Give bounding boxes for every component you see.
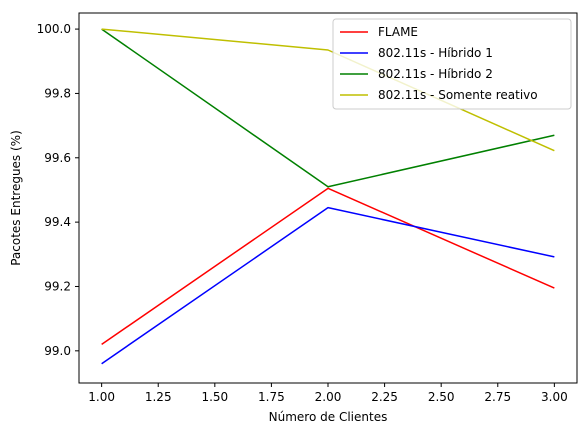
x-tick-label: 1.75 xyxy=(258,390,285,404)
x-axis-label: Número de Clientes xyxy=(269,410,388,424)
x-tick-label: 2.75 xyxy=(484,390,511,404)
legend-label: FLAME xyxy=(378,25,418,39)
y-tick-label: 99.6 xyxy=(44,151,71,165)
y-tick-label: 100.0 xyxy=(37,22,71,36)
x-tick-label: 2.00 xyxy=(315,390,342,404)
legend-label: 802.11s - Somente reativo xyxy=(378,88,538,102)
series-line-1 xyxy=(101,187,555,346)
x-tick-label: 1.50 xyxy=(201,390,228,404)
series-line-4 xyxy=(101,28,555,152)
series-line-3 xyxy=(101,28,555,188)
y-tick-label: 99.2 xyxy=(44,279,71,293)
y-axis-ticks: 99.0 99.2 99.4 99.6 99.8 100.0 xyxy=(37,22,79,358)
y-tick-label: 99.4 xyxy=(44,215,71,229)
series-layer xyxy=(101,28,555,365)
series-line-2 xyxy=(101,206,555,365)
y-tick-label: 99.0 xyxy=(44,344,71,358)
legend-label: 802.11s - Híbrido 2 xyxy=(378,67,493,81)
y-tick-label: 99.8 xyxy=(44,86,71,100)
x-tick-label: 3.00 xyxy=(541,390,568,404)
x-axis-ticks: 1.00 1.25 1.50 1.75 2.00 2.25 2.50 2.75 3.00 xyxy=(88,383,568,404)
x-tick-label: 2.50 xyxy=(428,390,455,404)
legend: FLAME 802.11s - Híbrido 1 802.11s - Híbrid… xyxy=(332,18,572,110)
legend-box xyxy=(332,18,572,110)
legend-label: 802.11s - Híbrido 1 xyxy=(378,46,493,60)
x-tick-label: 1.25 xyxy=(145,390,172,404)
x-tick-label: 2.25 xyxy=(371,390,398,404)
x-tick-label: 1.00 xyxy=(88,390,115,404)
y-axis-label: Pacotes Entregues (%) xyxy=(9,130,23,266)
